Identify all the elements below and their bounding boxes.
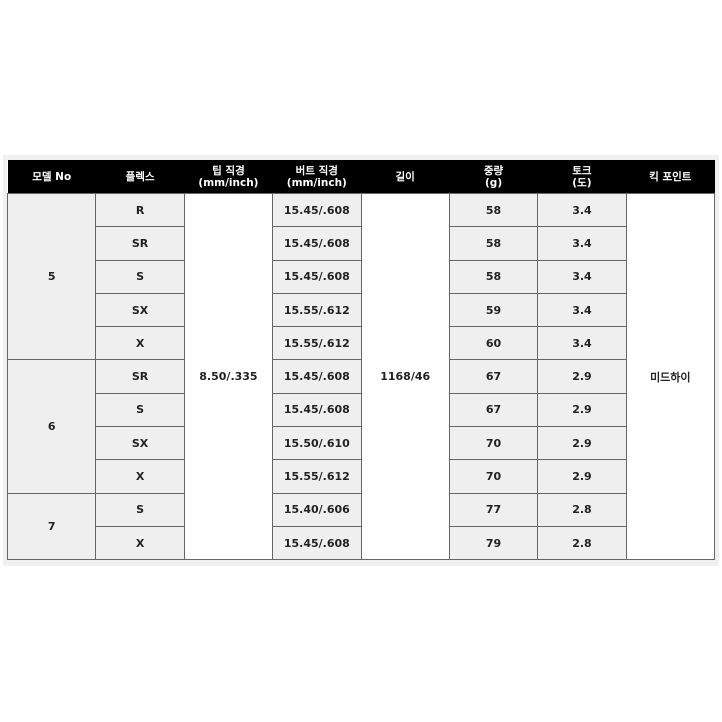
header-length: 길이 bbox=[361, 160, 450, 194]
torque-cell: 2.9 bbox=[537, 359, 627, 394]
length-cell: 1168/46 bbox=[360, 192, 450, 561]
torque-cell: 3.4 bbox=[537, 292, 627, 328]
weight-cell: 79 bbox=[448, 525, 539, 561]
table-row: X 15.55/.612 70 2.9 bbox=[8, 459, 715, 494]
table-row: SR 15.45/.608 58 3.4 bbox=[8, 226, 715, 261]
torque-cell: 3.4 bbox=[537, 226, 627, 261]
weight-cell: 67 bbox=[448, 392, 539, 428]
flex-cell: SR bbox=[95, 226, 185, 261]
weight-cell: 58 bbox=[448, 226, 539, 261]
butt-diameter-cell: 15.45/.608 bbox=[272, 192, 362, 228]
table-row: 5 R 8.50/.335 15.45/.608 1168/46 58 3.4 미드하이 bbox=[6, 192, 716, 561]
shaft-spec-table: 모델 No 플렉스 팁 직경 (mm/inch) 버트 직경 (mm/inch) 길이 중량(… bbox=[6, 160, 716, 561]
butt-diameter-cell: 15.45/.608 bbox=[272, 525, 362, 561]
table-row: X 15.45/.608 79 2.8 bbox=[8, 525, 715, 561]
weight-cell: 77 bbox=[448, 492, 539, 527]
weight-cell: 60 bbox=[448, 326, 539, 361]
weight-cell: 58 bbox=[448, 192, 539, 228]
flex-cell: X bbox=[95, 525, 185, 561]
flex-cell: S bbox=[95, 392, 185, 428]
torque-cell: 3.4 bbox=[537, 326, 627, 361]
weight-cell: 70 bbox=[448, 459, 539, 494]
torque-cell: 2.8 bbox=[537, 492, 627, 527]
header-kick-point: 킥 포인트 bbox=[626, 160, 715, 194]
butt-diameter-cell: 15.50/.610 bbox=[272, 426, 362, 461]
flex-cell: X bbox=[95, 326, 185, 361]
header-tip-diameter: 팁 직경 (mm/inch) bbox=[184, 160, 273, 194]
torque-cell: 2.9 bbox=[537, 426, 627, 461]
table-row: SX 15.50/.610 70 2.9 bbox=[8, 426, 715, 461]
flex-cell: S bbox=[95, 259, 185, 294]
butt-diameter-cell: 15.45/.608 bbox=[272, 359, 362, 394]
flex-cell: R bbox=[95, 192, 185, 228]
butt-diameter-cell: 15.45/.608 bbox=[272, 226, 362, 261]
butt-diameter-cell: 15.40/.606 bbox=[272, 492, 362, 527]
torque-cell: 3.4 bbox=[537, 259, 627, 294]
kick-point-cell: 미드하이 bbox=[625, 192, 716, 561]
table-body: 5 R 8.50/.335 15.45/.608 1168/46 58 3.4 미드하이 SR 1… bbox=[6, 192, 716, 561]
model-cell: 5 bbox=[6, 192, 97, 361]
butt-diameter-cell: 15.55/.612 bbox=[272, 326, 362, 361]
model-cell: 6 bbox=[6, 359, 97, 494]
header-model: 모델 No bbox=[7, 160, 96, 194]
torque-cell: 3.4 bbox=[537, 192, 627, 228]
flex-cell: X bbox=[95, 459, 185, 494]
flex-cell: SR bbox=[95, 359, 185, 394]
model-cell: 7 bbox=[6, 492, 97, 561]
header-row: 모델 No 플렉스 팁 직경 (mm/inch) 버트 직경 (mm/inch) 길이 중량(… bbox=[7, 160, 715, 194]
flex-cell: SX bbox=[95, 426, 185, 461]
header-torque: 토크 (도) bbox=[537, 160, 627, 194]
table-row: 6 SR 15.45/.608 67 2.9 bbox=[6, 359, 715, 494]
torque-cell: 2.8 bbox=[537, 525, 627, 561]
butt-diameter-cell: 15.55/.612 bbox=[272, 292, 362, 328]
table-row: S 15.45/.608 67 2.9 bbox=[8, 392, 715, 428]
butt-diameter-cell: 15.55/.612 bbox=[272, 459, 362, 494]
weight-cell: 59 bbox=[448, 292, 539, 328]
table-row: X 15.55/.612 60 3.4 bbox=[8, 326, 715, 361]
torque-cell: 2.9 bbox=[537, 459, 627, 494]
table-row: SX 15.55/.612 59 3.4 bbox=[8, 292, 715, 328]
header-flex: 플렉스 bbox=[95, 160, 185, 194]
weight-cell: 67 bbox=[448, 359, 539, 394]
tip-diameter-cell: 8.50/.335 bbox=[183, 192, 274, 561]
torque-cell: 2.9 bbox=[537, 392, 627, 428]
butt-diameter-cell: 15.45/.608 bbox=[272, 392, 362, 428]
weight-cell: 70 bbox=[448, 426, 539, 461]
flex-cell: S bbox=[95, 492, 185, 527]
header-weight: 중량 (g) bbox=[449, 160, 538, 194]
header-butt-diameter: 버트 직경 (mm/inch) bbox=[272, 160, 361, 194]
butt-diameter-cell: 15.45/.608 bbox=[272, 259, 362, 294]
flex-cell: SX bbox=[95, 292, 185, 328]
weight-cell: 58 bbox=[448, 259, 539, 294]
